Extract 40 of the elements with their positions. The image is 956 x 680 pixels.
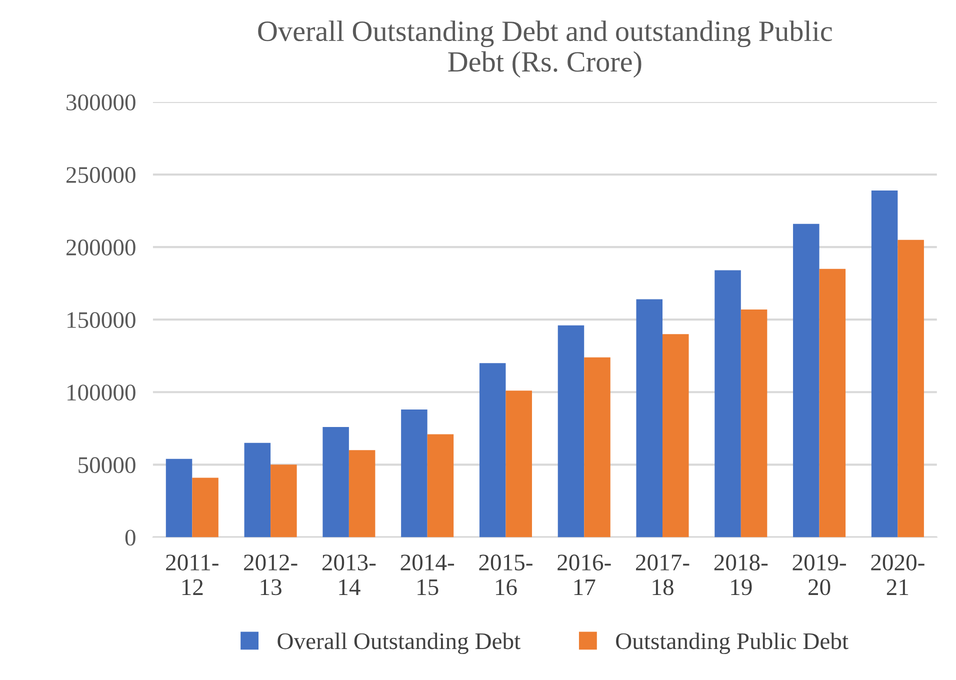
- x-tick-label: 2011- 12: [166, 554, 218, 595]
- bar: [401, 410, 428, 538]
- bar: [662, 334, 689, 538]
- x-tick-label: 2014- 15: [400, 554, 454, 596]
- x-tick-label: 2012- 13: [244, 554, 298, 596]
- y-tick-label: 200000: [66, 240, 136, 256]
- bar: [506, 390, 532, 538]
- chart-title: Overall Outstanding Debt and outstanding Public Debt (Rs. Crore): [258, 20, 832, 78]
- bar: [427, 434, 454, 538]
- y-tick-label: 0: [125, 530, 136, 546]
- bar: [166, 458, 192, 538]
- bar: [871, 190, 898, 538]
- y-tick-label: 250000: [66, 167, 136, 183]
- x-tick-label: 2016- 17: [558, 554, 611, 595]
- bar: [348, 450, 376, 538]
- x-tick-label: 2019- 20: [792, 554, 846, 596]
- x-tick-label: 2017- 18: [636, 554, 690, 596]
- bar: [793, 224, 820, 538]
- bar: [898, 240, 924, 538]
- y-tick-label: 100000: [68, 384, 136, 401]
- y-tick-label: 50000: [78, 457, 136, 474]
- bar: [244, 442, 271, 538]
- bar: [558, 325, 584, 538]
- bar: [636, 299, 663, 538]
- bar: [819, 268, 846, 538]
- bar: [192, 478, 218, 538]
- bar: [270, 464, 297, 538]
- legend-label: Overall Outstanding Debt: [278, 632, 520, 654]
- legend-label: Outstanding Public Debt: [616, 632, 848, 654]
- bar: [584, 357, 610, 538]
- bar: [740, 309, 768, 538]
- y-tick-label: 150000: [68, 312, 136, 328]
- y-tick-label: 300000: [66, 94, 136, 110]
- x-tick-label: 2020- 21: [871, 554, 924, 595]
- bar: [322, 426, 349, 538]
- bar: [479, 363, 506, 538]
- x-tick-label: 2018- 19: [714, 554, 768, 596]
- bar: [714, 270, 741, 538]
- x-tick-label: 2015- 16: [479, 554, 532, 596]
- x-tick-label: 2013- 14: [322, 554, 376, 595]
